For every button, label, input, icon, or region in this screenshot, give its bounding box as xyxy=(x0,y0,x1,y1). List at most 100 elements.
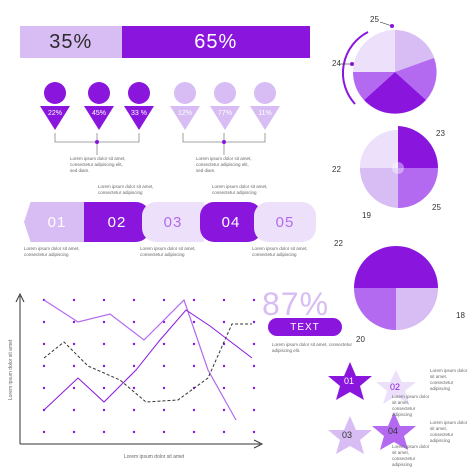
note-steps-bottom-3: Lorem ipsum dolor sit amet, consectetur … xyxy=(252,246,308,257)
note-steps-top-2: Lorem ipsum dolor sit amet, consectetur … xyxy=(212,184,268,195)
person-icon-3: 33 % xyxy=(124,82,154,130)
pie3-label-22: 22 xyxy=(334,239,343,248)
grid-dot xyxy=(162,364,166,368)
grid-dot xyxy=(42,342,46,346)
pie2-label-19: 19 xyxy=(362,211,371,220)
grid-dot xyxy=(72,320,76,324)
line-chart: Lorem ipsum dolor sit amet Lorem ipsum d… xyxy=(8,292,264,460)
grid-dot xyxy=(222,320,226,324)
step-01: 01 xyxy=(24,202,90,242)
percent-right: 65% xyxy=(121,26,310,58)
grid-dot xyxy=(42,386,46,390)
big-percent: 87% xyxy=(262,286,330,322)
grid-dot xyxy=(132,320,136,324)
grid-dot xyxy=(222,408,226,412)
note-2: Lorem ipsum dolor sit amet, consectetur … xyxy=(196,156,252,173)
grid-dot xyxy=(192,430,196,434)
person-icon-6: 11% xyxy=(250,82,280,130)
grid-dot xyxy=(72,364,76,368)
grid-dot xyxy=(102,430,106,434)
grid-dot xyxy=(162,342,166,346)
grid-dot xyxy=(42,364,46,368)
pie2-label-22: 22 xyxy=(332,165,341,174)
step-02: 02 xyxy=(84,202,150,242)
grid-dot xyxy=(42,320,46,324)
grid-dot xyxy=(102,320,106,324)
grid-dot xyxy=(222,430,226,434)
grid-dot xyxy=(192,364,196,368)
pie1-label-24: 24 xyxy=(332,59,341,68)
grid-dot xyxy=(102,386,106,390)
grid-dot xyxy=(252,408,256,412)
grid-dot xyxy=(192,408,196,412)
pie3-label-20: 20 xyxy=(356,335,365,344)
note-steps-bottom-2: Lorem ipsum dolor sit amet, consectetur … xyxy=(140,246,196,257)
x-axis-label: Lorem ipsum dolor sit amet xyxy=(124,454,185,460)
grid-dot xyxy=(72,342,76,346)
grid-dot xyxy=(102,298,106,302)
star-icon-3 xyxy=(328,416,372,454)
percent-bar: 35% 65% xyxy=(20,26,310,58)
grid-dot xyxy=(192,342,196,346)
grid-dot xyxy=(162,386,166,390)
grid-dot xyxy=(252,430,256,434)
pie2-label-23: 23 xyxy=(436,129,445,138)
grid-dot xyxy=(252,342,256,346)
grid-dot xyxy=(132,430,136,434)
grid-dot xyxy=(222,298,226,302)
step-04: 04 xyxy=(200,202,262,242)
grid-dot xyxy=(162,430,166,434)
text-note: Lorem ipsum dolor sit amet, consectetur … xyxy=(272,342,353,353)
grid-dot xyxy=(252,386,256,390)
star-icon-2 xyxy=(376,370,416,404)
star-icon-4 xyxy=(372,412,416,450)
text-pill: TEXT xyxy=(268,318,342,336)
grid-dot xyxy=(252,298,256,302)
note-1: Lorem ipsum dolor sit amet, consectetur … xyxy=(70,156,126,173)
grid-dot xyxy=(192,320,196,324)
grid-dot xyxy=(72,430,76,434)
star-note-4: Lorem ipsum dolor sit amet, consectetur … xyxy=(392,444,430,467)
grid-dot xyxy=(252,320,256,324)
star-label-3: 03 xyxy=(342,430,352,440)
grid-dot xyxy=(252,364,256,368)
pie3-label-18: 18 xyxy=(456,311,465,320)
grid-dot xyxy=(162,298,166,302)
grid-dot xyxy=(132,386,136,390)
grid-dot xyxy=(162,408,166,412)
grid-dot xyxy=(102,364,106,368)
star-label-1: 01 xyxy=(344,376,354,386)
grid-dot xyxy=(42,430,46,434)
grid-dot xyxy=(102,408,106,412)
grid-dot xyxy=(222,386,226,390)
star-label-2: 02 xyxy=(390,382,400,392)
note-steps-top-1: Lorem ipsum dolor sit amet, consectetur … xyxy=(98,184,154,195)
grid-dot xyxy=(132,342,136,346)
grid-dot xyxy=(132,408,136,412)
grid-dot xyxy=(72,386,76,390)
grid-dot xyxy=(102,342,106,346)
pie-chart-2: 23 22 19 25 xyxy=(332,126,445,220)
star-icon-1 xyxy=(328,362,372,400)
grid-dot xyxy=(192,298,196,302)
pie1-label-25: 25 xyxy=(370,15,379,24)
stars-group: 01 02 03 04 xyxy=(328,362,416,454)
grid-dot xyxy=(132,364,136,368)
percent-left: 35% xyxy=(20,26,122,58)
person-icon-5: 77% xyxy=(210,82,240,130)
grid-dot xyxy=(72,298,76,302)
pie2-label-25: 25 xyxy=(432,203,441,212)
grid-dot xyxy=(72,408,76,412)
grid-dot xyxy=(222,364,226,368)
step-03: 03 xyxy=(142,202,204,242)
star-note-2: Lorem ipsum dolor sit amet, consectetur … xyxy=(392,394,430,417)
person-icon-1: 22% xyxy=(40,82,70,130)
star-label-4: 04 xyxy=(388,426,398,436)
person-icon-2: 45% xyxy=(84,82,114,130)
star-note-3: Lorem ipsum dolor sit amet, consectetur … xyxy=(430,420,468,443)
grid-dot xyxy=(132,298,136,302)
y-axis-label: Lorem ipsum dolor sit amet xyxy=(8,339,14,400)
pie-chart-1: 25 24 xyxy=(332,15,437,114)
star-note-1: Lorem ipsum dolor sit amet, consectetur … xyxy=(430,368,468,391)
